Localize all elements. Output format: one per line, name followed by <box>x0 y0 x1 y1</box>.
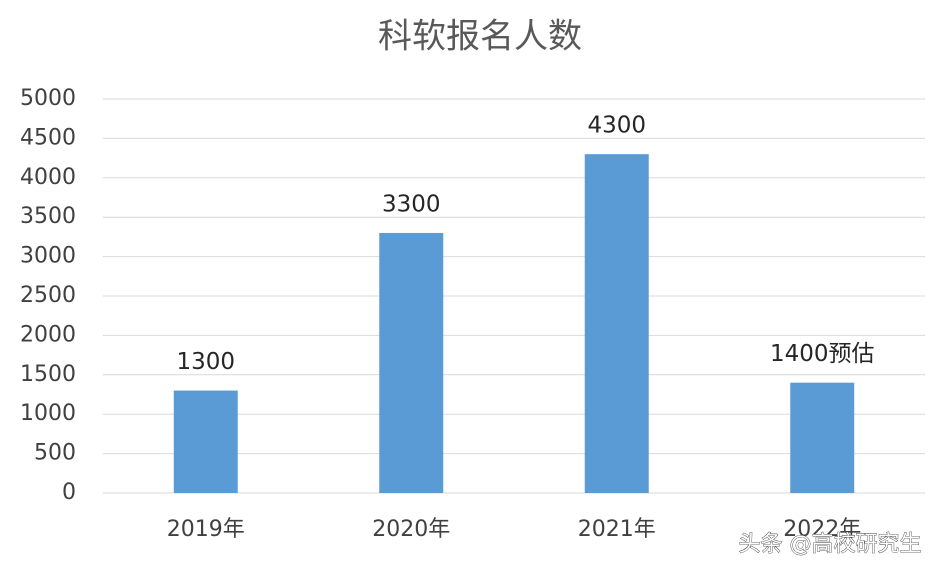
y-tick-label: 3000 <box>20 244 76 269</box>
data-label: 4300 <box>587 113 646 139</box>
data-label: 1400预估 <box>770 341 875 367</box>
y-tick-label: 3500 <box>20 204 76 229</box>
bar <box>584 154 649 493</box>
y-tick-label: 5000 <box>20 86 76 111</box>
x-tick-label: 2019年 <box>167 517 245 542</box>
x-tick-label: 2021年 <box>578 517 656 542</box>
y-tick-label: 2500 <box>20 283 76 308</box>
bar <box>790 382 855 493</box>
y-tick-label: 2000 <box>20 322 76 347</box>
y-tick-label: 4000 <box>20 165 76 190</box>
bar <box>379 232 444 493</box>
x-tick-label: 2020年 <box>372 517 450 542</box>
y-tick-label: 1500 <box>20 362 76 387</box>
y-tick-label: 1000 <box>20 401 76 426</box>
watermark: 头条 @高校研究生 <box>739 532 922 557</box>
y-tick-label: 0 <box>62 480 76 505</box>
data-label: 3300 <box>382 191 441 217</box>
data-label: 1300 <box>176 349 235 375</box>
bar <box>173 390 238 493</box>
x-tick-label: 2022年 <box>783 517 861 542</box>
y-tick-label: 4500 <box>20 125 76 150</box>
chart-title: 科软报名人数 <box>378 17 582 57</box>
y-tick-label: 500 <box>34 441 76 466</box>
